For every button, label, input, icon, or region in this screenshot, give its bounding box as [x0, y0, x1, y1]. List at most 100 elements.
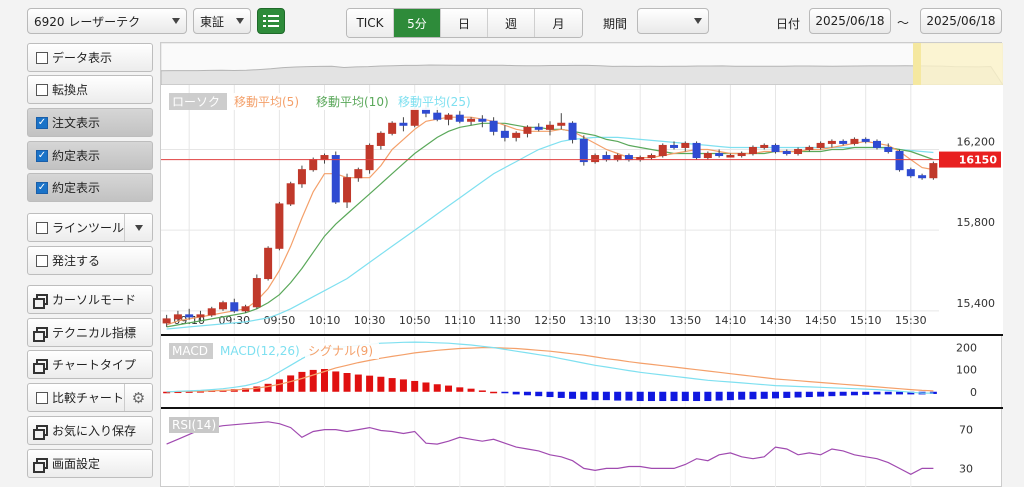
- sidebar-item-label: 転換点: [52, 83, 89, 97]
- macd-hist-bar: [828, 391, 836, 397]
- x-tick-label: 11:10: [444, 314, 476, 327]
- sidebar-item-9[interactable]: チャートタイプ: [27, 350, 153, 379]
- candle-body: [433, 112, 442, 120]
- candle-body: [906, 169, 915, 177]
- candle-body: [557, 122, 566, 126]
- macd-y-tick: 100: [956, 364, 977, 377]
- candle-body: [320, 155, 329, 161]
- sidebar-item-8[interactable]: テクニカル指標: [27, 318, 153, 347]
- macd-hist-bar: [681, 391, 689, 402]
- tab-interval-3[interactable]: 週: [488, 9, 535, 37]
- checkbox[interactable]: ✓: [36, 116, 48, 129]
- macd-hist-bar: [535, 391, 543, 397]
- date-to-field[interactable]: 2025/06/18: [920, 8, 1002, 34]
- candle-body: [376, 132, 385, 146]
- sidebar-item-label: 約定表示: [52, 149, 101, 163]
- candle-body: [681, 142, 690, 148]
- checkbox[interactable]: ✓: [36, 149, 48, 162]
- candle-body: [658, 144, 667, 157]
- chart-svg[interactable]: 09:10 09:30 09:50 10:10 10:30 10:50 11:10 11:30…: [160, 42, 1004, 487]
- sidebar-item-3[interactable]: ✓ 約定表示: [27, 141, 153, 170]
- sidebar-item-4[interactable]: ✓ 約定表示: [27, 173, 153, 202]
- candle-body: [523, 126, 532, 134]
- candle-body: [275, 203, 284, 249]
- macd-hist-bar: [625, 391, 633, 401]
- macd-hist-bar: [749, 391, 757, 400]
- date-from-value: 2025/06/18: [815, 14, 885, 28]
- legend-label: MACD(12,26): [220, 344, 300, 358]
- sidebar-item-10[interactable]: 比較チャート ⚙: [27, 383, 153, 412]
- sidebar-item-11[interactable]: お気に入り保存: [27, 416, 153, 445]
- macd-hist-bar: [388, 378, 396, 392]
- date-to-value: 2025/06/18: [926, 14, 996, 28]
- x-tick-label: 15:10: [850, 314, 882, 327]
- checkbox[interactable]: [36, 51, 48, 64]
- candle-body: [805, 146, 814, 150]
- sidebar-item-label: テクニカル指標: [52, 326, 137, 340]
- macd-hist-bar: [467, 388, 475, 392]
- candle-body: [478, 118, 487, 122]
- legend-chip: [169, 343, 213, 359]
- candle-body: [399, 122, 408, 126]
- checkbox[interactable]: ✓: [36, 181, 48, 194]
- candle-body: [410, 108, 419, 126]
- candle-body: [331, 155, 340, 203]
- macd-hist-bar: [907, 391, 915, 395]
- macd-hist-bar: [242, 388, 250, 392]
- checkbox[interactable]: [36, 254, 48, 267]
- chevron-down-icon: [236, 18, 244, 24]
- checkbox[interactable]: [36, 391, 48, 404]
- macd-hist-bar: [636, 391, 644, 402]
- window-icon: [33, 425, 48, 440]
- macd-hist-bar: [839, 391, 847, 396]
- checkbox[interactable]: [36, 83, 48, 96]
- candle-body: [624, 155, 633, 161]
- macd-hist-bar: [760, 391, 768, 399]
- sidebar-item-2[interactable]: ✓ 注文表示: [27, 108, 153, 137]
- chart-area: 09:10 09:30 09:50 10:10 10:30 10:50 11:10 11:30…: [160, 42, 1004, 487]
- x-tick-label: 10:30: [354, 314, 386, 327]
- macd-hist-bar: [557, 391, 565, 398]
- sidebar-item-7[interactable]: カーソルモード: [27, 285, 153, 314]
- y-tick-label: 15,800: [957, 216, 996, 229]
- legend-label: RSI(14): [172, 418, 216, 432]
- checkbox[interactable]: [36, 221, 48, 234]
- list-view-button[interactable]: [257, 8, 285, 34]
- y-tick-label: 16,200: [957, 135, 996, 148]
- tab-interval-4[interactable]: 月: [535, 9, 582, 37]
- candle-body: [771, 144, 780, 152]
- macd-hist-bar: [614, 391, 622, 401]
- legend-chip: [169, 93, 227, 110]
- macd-hist-bar: [298, 371, 306, 392]
- line-tool-dropdown-button[interactable]: [124, 214, 152, 241]
- sidebar-item-label: 約定表示: [52, 181, 101, 195]
- period-select[interactable]: [637, 8, 709, 34]
- x-tick-label: 09:50: [264, 314, 296, 327]
- macd-hist-bar: [546, 391, 554, 398]
- macd-hist-bar: [772, 391, 780, 399]
- sidebar-item-5[interactable]: ラインツール: [27, 213, 153, 242]
- macd-hist-bar: [196, 391, 204, 393]
- tab-interval-1[interactable]: 5分: [394, 9, 441, 37]
- macd-hist-bar: [185, 391, 193, 393]
- x-tick-label: 12:50: [534, 314, 566, 327]
- x-tick-label: 14:30: [760, 314, 792, 327]
- compare-settings-button[interactable]: ⚙: [124, 384, 152, 411]
- chevron-down-icon: [172, 18, 180, 24]
- market-select[interactable]: 東証: [193, 8, 251, 34]
- macd-hist-bar: [422, 382, 430, 392]
- tab-interval-2[interactable]: 日: [441, 9, 488, 37]
- macd-hist-bar: [726, 391, 734, 401]
- candle-body: [354, 169, 363, 179]
- sidebar-item-1[interactable]: 転換点: [27, 75, 153, 104]
- rsi-y-tick: 30: [959, 462, 973, 475]
- sidebar-item-6[interactable]: 発注する: [27, 246, 153, 275]
- symbol-select[interactable]: 6920 レーザーテク: [27, 8, 187, 34]
- sidebar-item-12[interactable]: 画面設定: [27, 449, 153, 478]
- list-icon: [263, 15, 279, 27]
- date-from-field[interactable]: 2025/06/18: [809, 8, 891, 34]
- macd-hist-bar: [659, 391, 667, 402]
- sidebar-item-0[interactable]: データ表示: [27, 43, 153, 72]
- tab-interval-0[interactable]: TICK: [347, 9, 394, 37]
